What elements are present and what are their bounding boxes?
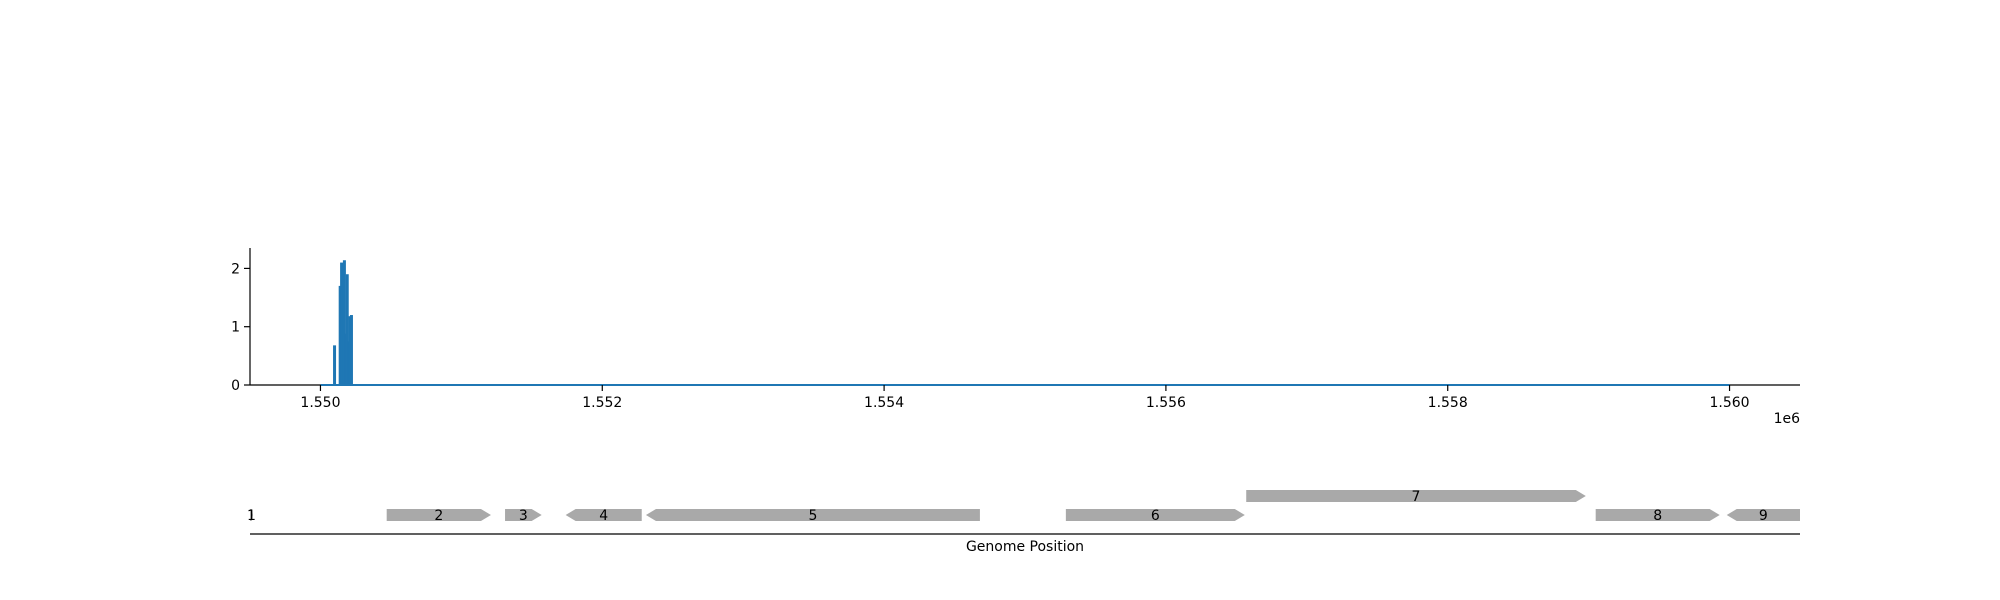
x-axis-label: Genome Position — [966, 539, 1084, 555]
gene-arrow — [386, 509, 491, 521]
gene-label: 9 — [1759, 508, 1768, 524]
gene-arrow — [1246, 490, 1586, 502]
gene-arrow — [505, 509, 542, 521]
gene-label: 6 — [1151, 508, 1160, 524]
x-tick-label: 1.554 — [864, 395, 904, 411]
gene-arrow — [1595, 509, 1720, 521]
gene-label: 4 — [599, 508, 608, 524]
x-tick-label: 1.558 — [1428, 395, 1468, 411]
gene-arrow — [1726, 509, 1800, 521]
coverage-bar — [333, 345, 337, 385]
coverage-bar — [349, 315, 353, 385]
gene-label: 2 — [434, 508, 443, 524]
x-tick-label: 1.560 — [1709, 395, 1749, 411]
y-tick-label: 2 — [231, 261, 240, 277]
gene-track: 1 2 3 4 5 6 7 8 9 Genome Position — [247, 489, 1800, 555]
gene-arrow — [565, 509, 642, 521]
y-tick-label: 0 — [231, 378, 240, 394]
y-ticks: 0 1 2 — [231, 261, 250, 394]
y-tick-label: 1 — [231, 320, 240, 336]
gene-label: 8 — [1653, 508, 1662, 524]
gene-arrow — [645, 509, 980, 521]
x-tick-label: 1.552 — [582, 395, 622, 411]
gene-arrow — [1065, 509, 1245, 521]
gene-label: 1 — [247, 508, 256, 524]
coverage-bar — [342, 260, 346, 385]
x-ticks: 1.550 1.552 1.554 1.556 1.558 1.560 — [300, 385, 1750, 411]
coverage-plot: 1.550 1.552 1.554 1.556 1.558 1.560 0 1 2 1e6 — [231, 248, 1800, 427]
gene-label: 7 — [1412, 489, 1421, 505]
coverage-bar — [345, 274, 349, 385]
x-tick-label: 1.556 — [1146, 395, 1186, 411]
gene-label: 5 — [808, 508, 817, 524]
gene-label: 3 — [519, 508, 528, 524]
gene-arrows: 1 2 3 4 5 6 7 8 9 — [247, 489, 1800, 524]
coverage-bars — [333, 260, 353, 385]
gene-arrow — [250, 509, 253, 521]
x-axis-offset-label: 1e6 — [1774, 411, 1801, 427]
x-tick-label: 1.550 — [300, 395, 340, 411]
